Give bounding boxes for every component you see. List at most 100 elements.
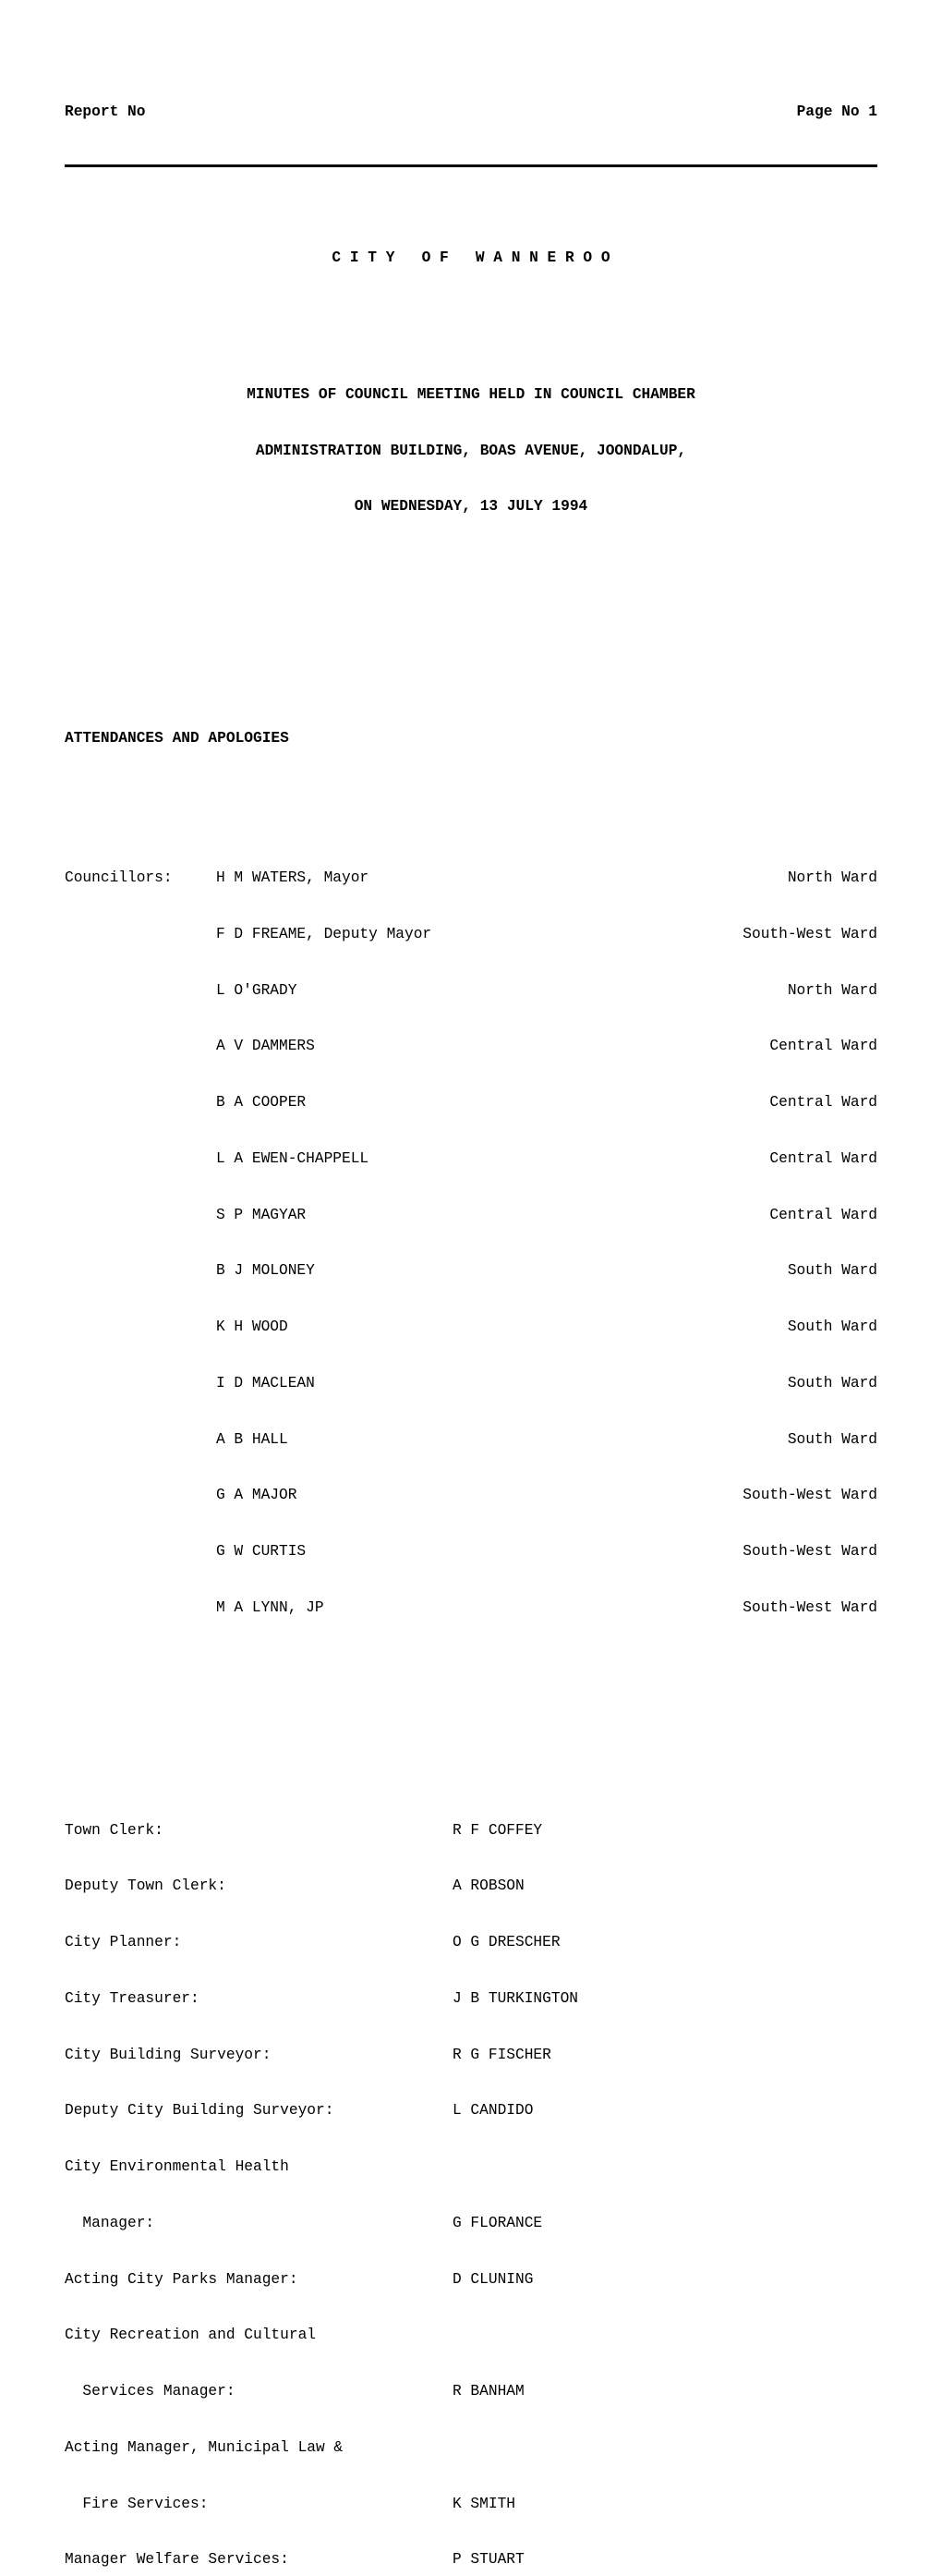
section-heading: ATTENDANCES AND APOLOGIES: [65, 729, 877, 747]
councillor-row: K H WOOD South Ward: [65, 1318, 877, 1336]
councillor-row: B J MOLONEY South Ward: [65, 1261, 877, 1280]
blank: [65, 1093, 212, 1112]
councillor-ward: South-West Ward: [693, 1598, 877, 1617]
councillor-row: L O'GRADY North Ward: [65, 981, 877, 1000]
officer-name: D CLUNING: [453, 2270, 877, 2289]
officer-name: K SMITH: [453, 2495, 877, 2513]
councillor-ward: South-West Ward: [693, 1542, 877, 1561]
officer-role: Services Manager:: [65, 2382, 453, 2400]
officer-name: R G FISCHER: [453, 2046, 877, 2064]
officer-role: Town Clerk:: [65, 1821, 453, 1840]
header-right: Page No 1: [797, 103, 877, 121]
document-title: C I T Y O F W A N N E R O O: [65, 249, 877, 267]
councillor-ward: Central Ward: [693, 1149, 877, 1168]
officer-name: [453, 2438, 877, 2457]
blank: [65, 1542, 212, 1561]
councillor-name: M A LYNN, JP: [212, 1598, 693, 1617]
councillor-ward: South Ward: [693, 1374, 877, 1392]
councillor-name: A B HALL: [212, 1430, 693, 1449]
councillor-name: S P MAGYAR: [212, 1206, 693, 1224]
blank: [65, 925, 212, 943]
officer-role: City Planner:: [65, 1933, 453, 1951]
councillor-name: G A MAJOR: [212, 1486, 693, 1504]
officer-row: City Planner:O G DRESCHER: [65, 1933, 877, 1951]
councillor-ward: Central Ward: [693, 1037, 877, 1055]
councillor-ward: Central Ward: [693, 1093, 877, 1112]
councillors-label: Councillors:: [65, 869, 212, 887]
officer-name: L CANDIDO: [453, 2101, 877, 2120]
councillor-row: A V DAMMERS Central Ward: [65, 1037, 877, 1055]
officer-role: Acting Manager, Municipal Law &: [65, 2438, 453, 2457]
councillor-row: F D FREAME, Deputy Mayor South-West Ward: [65, 925, 877, 943]
header-rule: [65, 164, 877, 167]
subtitle-line: ADMINISTRATION BUILDING, BOAS AVENUE, JO…: [65, 442, 877, 460]
officer-name: P STUART: [453, 2550, 877, 2569]
officer-row: Manager:G FLORANCE: [65, 2214, 877, 2232]
officers-block: Town Clerk:R F COFFEY Deputy Town Clerk:…: [65, 1783, 877, 2576]
spacer: [65, 647, 877, 673]
councillor-name: F D FREAME, Deputy Mayor: [212, 925, 693, 943]
blank: [65, 1486, 212, 1504]
councillor-name: B A COOPER: [212, 1093, 693, 1112]
page: Report No Page No 1 C I T Y O F W A N N …: [0, 0, 942, 2576]
councillors-block: Councillors: H M WATERS, Mayor North War…: [65, 832, 877, 1655]
officer-name: J B TURKINGTON: [453, 1989, 877, 2008]
page-header: Report No Page No 1: [65, 103, 877, 121]
officer-role: Deputy Town Clerk:: [65, 1877, 453, 1895]
councillor-ward: South-West Ward: [693, 925, 877, 943]
officer-role: Acting City Parks Manager:: [65, 2270, 453, 2289]
councillor-ward: North Ward: [693, 869, 877, 887]
blank: [65, 1598, 212, 1617]
officer-role: City Environmental Health: [65, 2157, 453, 2176]
officer-row: City Environmental Health: [65, 2157, 877, 2176]
councillor-name: A V DAMMERS: [212, 1037, 693, 1055]
blank: [65, 1149, 212, 1168]
councillor-row: A B HALL South Ward: [65, 1430, 877, 1449]
officer-row: City Treasurer:J B TURKINGTON: [65, 1989, 877, 2008]
blank: [65, 1037, 212, 1055]
councillor-name: I D MACLEAN: [212, 1374, 693, 1392]
blank: [65, 1430, 212, 1449]
councillor-ward: Central Ward: [693, 1206, 877, 1224]
blank: [65, 1318, 212, 1336]
officer-row: Deputy Town Clerk:A ROBSON: [65, 1877, 877, 1895]
blank: [65, 1374, 212, 1392]
blank: [65, 981, 212, 1000]
officer-name: G FLORANCE: [453, 2214, 877, 2232]
councillor-name: K H WOOD: [212, 1318, 693, 1336]
header-left: Report No: [65, 103, 145, 121]
officer-row: Fire Services:K SMITH: [65, 2495, 877, 2513]
officer-row: City Recreation and Cultural: [65, 2326, 877, 2344]
spacer: [65, 1710, 877, 1727]
officer-row: Acting Manager, Municipal Law &: [65, 2438, 877, 2457]
councillor-row: G W CURTIS South-West Ward: [65, 1542, 877, 1561]
officer-role: City Building Surveyor:: [65, 2046, 453, 2064]
officer-row: City Building Surveyor:R G FISCHER: [65, 2046, 877, 2064]
officer-row: Acting City Parks Manager:D CLUNING: [65, 2270, 877, 2289]
subtitle-line: ON WEDNESDAY, 13 JULY 1994: [65, 497, 877, 516]
document-subtitle: MINUTES OF COUNCIL MEETING HELD IN COUNC…: [65, 347, 877, 553]
councillor-ward: South Ward: [693, 1318, 877, 1336]
councillor-name: B J MOLONEY: [212, 1261, 693, 1280]
councillor-name: H M WATERS, Mayor: [212, 869, 693, 887]
councillor-row: I D MACLEAN South Ward: [65, 1374, 877, 1392]
officer-name: [453, 2157, 877, 2176]
councillor-row: B A COOPER Central Ward: [65, 1093, 877, 1112]
subtitle-line: MINUTES OF COUNCIL MEETING HELD IN COUNC…: [65, 385, 877, 404]
officer-name: A ROBSON: [453, 1877, 877, 1895]
councillor-name: L O'GRADY: [212, 981, 693, 1000]
officer-row: Manager Welfare Services:P STUART: [65, 2550, 877, 2569]
councillor-name: G W CURTIS: [212, 1542, 693, 1561]
councillor-row: G A MAJOR South-West Ward: [65, 1486, 877, 1504]
officer-row: Services Manager:R BANHAM: [65, 2382, 877, 2400]
officer-name: O G DRESCHER: [453, 1933, 877, 1951]
officer-role: Fire Services:: [65, 2495, 453, 2513]
councillor-row: L A EWEN-CHAPPELL Central Ward: [65, 1149, 877, 1168]
councillor-ward: South-West Ward: [693, 1486, 877, 1504]
officer-role: Deputy City Building Surveyor:: [65, 2101, 453, 2120]
councillor-ward: North Ward: [693, 981, 877, 1000]
officer-role: City Recreation and Cultural: [65, 2326, 453, 2344]
officer-name: [453, 2326, 877, 2344]
officer-role: Manager Welfare Services:: [65, 2550, 453, 2569]
officer-role: Manager:: [65, 2214, 453, 2232]
